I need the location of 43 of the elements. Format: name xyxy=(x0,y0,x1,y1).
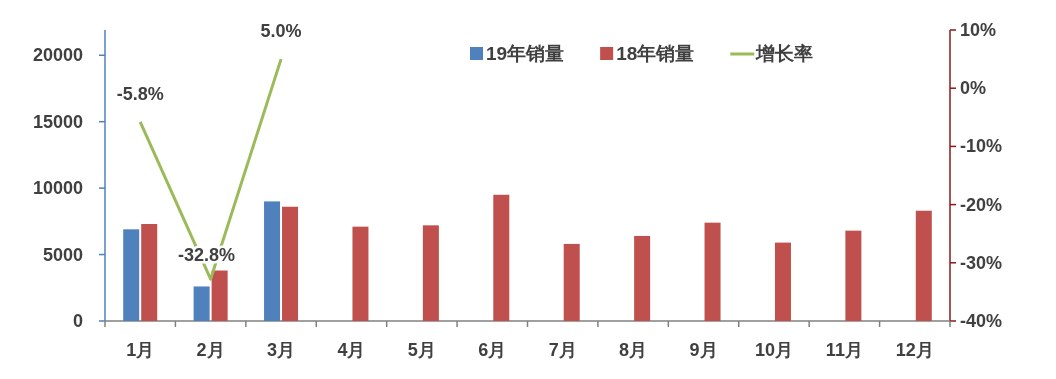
legend-label: 18年销量 xyxy=(616,43,695,64)
x-tick-label: 11月 xyxy=(825,340,863,360)
data-label: 5.0% xyxy=(260,21,302,42)
y2-tick-label: -10% xyxy=(960,136,1003,157)
bar xyxy=(123,229,140,321)
bar xyxy=(845,230,862,321)
y2-tick-label: 10% xyxy=(960,20,997,40)
y-tick-label: 15000 xyxy=(32,111,83,132)
bar xyxy=(422,225,439,321)
data-label: -5.8% xyxy=(116,83,164,104)
bar xyxy=(774,242,791,321)
y-tick-label: 20000 xyxy=(32,45,83,66)
bar xyxy=(493,194,510,321)
y-tick-label: 0 xyxy=(72,311,83,331)
x-tick-label: 3月 xyxy=(267,340,296,360)
legend-label: 增长率 xyxy=(755,43,814,64)
y-tick-label: 10000 xyxy=(32,178,83,199)
x-tick-label: 7月 xyxy=(548,340,577,360)
x-tick-label: 9月 xyxy=(689,340,718,360)
bar xyxy=(282,206,299,321)
x-tick-label: 5月 xyxy=(407,340,436,360)
bar xyxy=(211,270,228,321)
x-tick-label: 2月 xyxy=(196,340,225,360)
bar xyxy=(704,222,721,321)
x-tick-label: 12月 xyxy=(895,340,934,360)
x-tick-label: 4月 xyxy=(337,340,366,360)
bar xyxy=(634,235,651,321)
x-tick-label: 6月 xyxy=(478,340,507,360)
legend-label: 19年销量 xyxy=(486,43,565,64)
x-tick-label: 1月 xyxy=(126,340,155,360)
y-tick-label: 5000 xyxy=(42,244,83,265)
bar xyxy=(141,224,158,321)
x-tick-label: 10月 xyxy=(754,340,793,360)
x-tick-label: 8月 xyxy=(619,340,648,360)
bar xyxy=(915,210,932,321)
y2-tick-label: -20% xyxy=(960,194,1003,215)
y2-tick-label: -40% xyxy=(960,311,1003,331)
y2-tick-label: -30% xyxy=(960,252,1003,273)
bar xyxy=(563,243,580,321)
y2-tick-label: 0% xyxy=(960,78,987,99)
bar xyxy=(264,201,281,321)
bar xyxy=(193,286,210,321)
bar xyxy=(352,226,369,321)
